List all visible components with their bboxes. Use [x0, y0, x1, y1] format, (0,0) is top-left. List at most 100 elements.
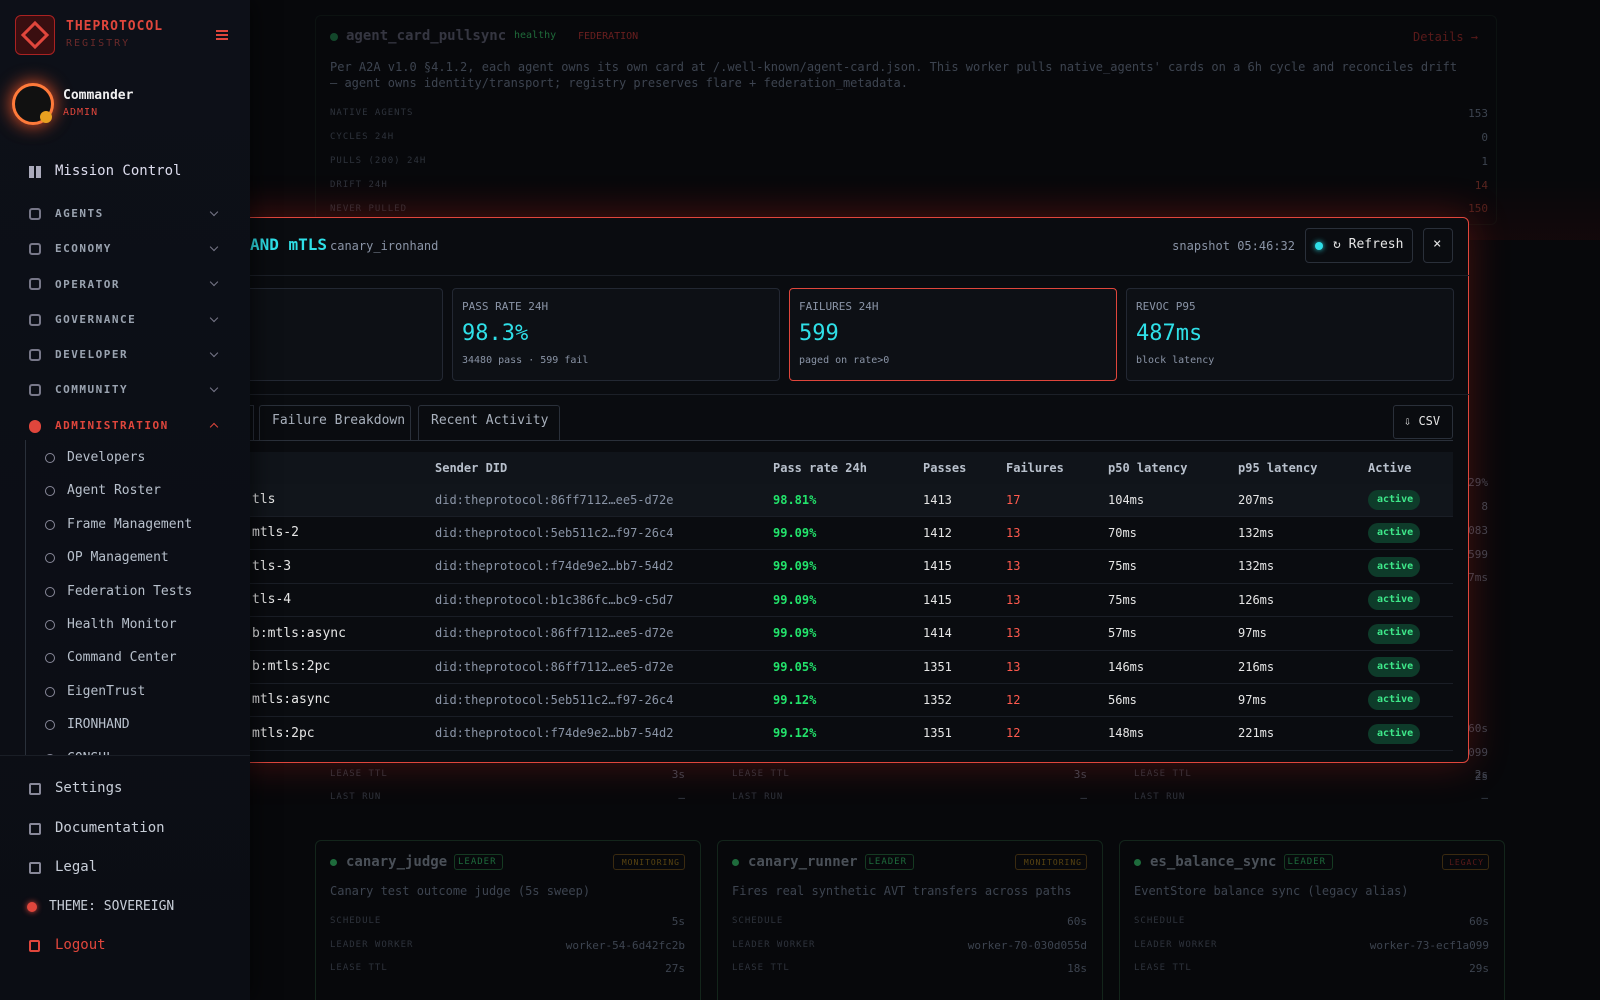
cell: 99.09%: [773, 592, 817, 607]
stat-label: PASS RATE 24H: [462, 300, 549, 314]
nav-sub-item[interactable]: CONSUL: [67, 751, 114, 755]
nav-sub-item[interactable]: Developers: [67, 449, 146, 465]
metric-value: 29s: [1469, 962, 1489, 976]
nav-section[interactable]: COMMUNITY: [55, 383, 129, 397]
column-header: Sender DID: [435, 460, 508, 475]
metric-label: NEVER PULLED: [330, 204, 407, 215]
cell: 1415: [923, 592, 952, 607]
divider: [200, 275, 1469, 276]
nav-icon: [45, 486, 55, 497]
collapse-icon[interactable]: [216, 30, 228, 32]
card: [717, 840, 1103, 1000]
cell: 13: [1006, 525, 1021, 540]
theme-dot: [27, 902, 37, 912]
cell: 1352: [923, 692, 952, 707]
nav-sub-item[interactable]: Agent Roster: [67, 483, 161, 499]
status-text: active: [1377, 660, 1414, 672]
nav-section[interactable]: GOVERNANCE: [55, 312, 137, 326]
cell: mtls:2pc: [252, 725, 315, 741]
nav-sub-item[interactable]: Health Monitor: [67, 616, 177, 632]
nav-section[interactable]: ECONOMY: [55, 242, 112, 256]
metric-value: —: [678, 791, 685, 805]
refresh-button[interactable]: [1305, 228, 1413, 263]
cell: 12: [1006, 692, 1021, 707]
tab[interactable]: [418, 405, 560, 440]
divider: [0, 755, 250, 756]
metric-label: LAST RUN: [1134, 792, 1186, 803]
theme-toggle[interactable]: THEME: SOVEREIGN: [49, 898, 175, 914]
snapshot: snapshot 05:46:32: [1172, 238, 1295, 253]
cell: did:theprotocol:86ff7112…ee5-d72e: [435, 492, 674, 507]
tab[interactable]: [259, 405, 411, 440]
cell: did:theprotocol:f74de9e2…bb7-54d2: [435, 726, 674, 741]
metric-value: 60s: [1067, 915, 1087, 929]
nav-item[interactable]: Legal: [55, 859, 98, 876]
status-badge: [1368, 490, 1420, 510]
chevron: [209, 348, 219, 358]
card: [1119, 840, 1505, 1000]
brand: THEPROTOCOL: [66, 18, 164, 34]
nav-sub-item[interactable]: Frame Management: [67, 516, 193, 532]
description: Canary test outcome judge (5s sweep): [330, 883, 591, 898]
nav-item[interactable]: Settings: [55, 780, 123, 797]
logout[interactable]: Logout: [55, 937, 106, 954]
cell: 99.05%: [773, 659, 817, 674]
metric-value: 14: [1475, 179, 1488, 192]
background: [250, 0, 1600, 1000]
nav-item[interactable]: Documentation: [55, 819, 165, 836]
csv-button[interactable]: [1393, 405, 1453, 439]
nav-section[interactable]: DEVELOPER: [55, 347, 129, 361]
metric-value: 8: [1481, 500, 1488, 514]
cell: did:theprotocol:86ff7112…ee5-d72e: [435, 659, 674, 674]
nav-icon: [29, 783, 41, 795]
nav-icon: [29, 420, 41, 433]
nav-icon: [45, 620, 55, 630]
chevron: [209, 278, 219, 287]
cell: 13: [1006, 559, 1021, 574]
nav-sub-item[interactable]: OP Management: [67, 550, 169, 566]
nav-sub-item[interactable]: EigenTrust: [67, 683, 146, 699]
nav-icon: [29, 278, 41, 291]
cell: 75ms: [1108, 592, 1137, 607]
cell: 207ms: [1238, 492, 1275, 507]
stat-sub: 34480 pass · 599 fail: [462, 354, 589, 366]
tab-label[interactable]: Failure Breakdown: [272, 412, 406, 428]
stat-label: FAILURES 24H: [799, 300, 879, 314]
nav-sub-item[interactable]: Federation Tests: [67, 583, 193, 599]
cell: did:theprotocol:f74de9e2…bb7-54d2: [435, 559, 674, 574]
stat-label: REVOC P95: [1136, 300, 1196, 314]
cell: b:mtls:2pc: [252, 658, 331, 674]
metric-label: NATIVE AGENTS: [330, 108, 414, 119]
tab-label[interactable]: Recent Activity: [431, 412, 549, 428]
refresh-label[interactable]: ↻ Refresh: [1333, 236, 1404, 252]
cell: 12: [1006, 726, 1021, 741]
csv-label[interactable]: ⇩ CSV: [1404, 413, 1441, 428]
metric-value: 60s: [1468, 722, 1488, 736]
metric-label: SCHEDULE: [1134, 916, 1186, 927]
badge-text: LEGACY: [1449, 858, 1484, 868]
nav-icon: [29, 313, 41, 326]
nav-item[interactable]: Mission Control: [55, 163, 182, 180]
chevron: [209, 242, 219, 252]
status-badge: [1368, 523, 1420, 544]
cell: 1413: [923, 492, 952, 507]
nav-section[interactable]: AGENTS: [55, 207, 104, 221]
nav-section[interactable]: ADMINISTRATION: [55, 419, 169, 433]
status-badge: [1368, 723, 1420, 744]
nav-sub-item[interactable]: Command Center: [67, 650, 177, 666]
metric-value: 1: [1481, 154, 1488, 168]
close-label[interactable]: ×: [1433, 236, 1442, 253]
stat-sub: block latency: [1136, 354, 1215, 366]
status-text: active: [1377, 594, 1414, 605]
nav-icon: [29, 208, 41, 220]
nav-section[interactable]: OPERATOR: [55, 277, 120, 291]
sidebar: THEPROTOCOL REGISTRY Commander ADMIN Mission…: [0, 0, 250, 1000]
cell: 13: [1006, 592, 1021, 607]
close-button[interactable]: [1423, 228, 1453, 263]
status-text: active: [1377, 727, 1414, 739]
badge: healthy: [514, 29, 557, 41]
nav-sub-item[interactable]: IRONHAND: [67, 717, 130, 733]
metric-label: LAST RUN: [330, 792, 382, 803]
badge: [613, 854, 685, 870]
cell: 99.09%: [773, 525, 817, 540]
